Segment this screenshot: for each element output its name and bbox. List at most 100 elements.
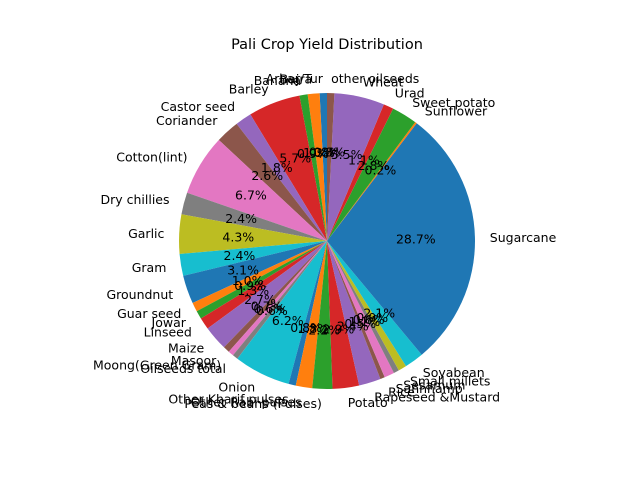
pie-slice [179, 214, 327, 254]
chart-title: Pali Crop Yield Distribution [231, 37, 423, 53]
slice-label: Moong(Green Gram) [93, 357, 221, 372]
slice-label: Urad [395, 85, 425, 100]
slice-percent-label: 1.3% [237, 283, 269, 298]
slice-percent-label: 0.2% [365, 163, 397, 178]
slice-percent-label: 0.9% [234, 278, 266, 293]
pie-slice [327, 241, 385, 380]
slice-label: Other Kharif pulses [168, 392, 288, 407]
slice-percent-label: 2.6% [251, 168, 283, 183]
pie-slice [200, 241, 327, 329]
slice-percent-label: 6.2% [272, 313, 304, 328]
slice-percent-label: 2.8% [358, 158, 390, 173]
slice-percent-label: 28.7% [396, 232, 436, 247]
pie-slice [327, 241, 360, 389]
slice-label: Bajra [280, 71, 313, 86]
pie-slice [327, 93, 384, 241]
slice-percent-label: 0.6% [256, 303, 288, 318]
slice-percent-label: 0.6% [353, 312, 385, 327]
pie-slice [183, 241, 327, 303]
slice-label: Sweet potato [412, 95, 495, 110]
slice-label: Other Rabi pulses [191, 394, 302, 409]
pie-slice [192, 241, 327, 312]
slice-label: other oilseeds [331, 71, 419, 86]
pie-slice [218, 123, 327, 241]
slice-label: Guar seed [117, 306, 181, 321]
slice-percent-label: 0.7% [251, 299, 283, 314]
slice-percent-label: 2.2% [308, 322, 340, 337]
pie-slice [327, 241, 407, 371]
pie-slice [236, 114, 327, 241]
pie-slice [299, 94, 327, 241]
slice-label: Peas & beans (Pulses) [184, 396, 322, 411]
pie-slice [232, 241, 327, 359]
pie-slice [307, 93, 327, 241]
slice-label: Arhar/Tur [266, 71, 324, 86]
slice-label: Garlic [128, 226, 164, 241]
slice-percent-label: 1.3% [303, 145, 335, 160]
slice-label: Dry chillies [100, 192, 169, 207]
slice-label: Sannhamp [396, 381, 463, 396]
slice-percent-label: 2.7% [244, 292, 276, 307]
slice-label: Jowar [151, 315, 187, 330]
slice-percent-label: 1.8% [297, 321, 329, 336]
slice-percent-label: 1.1% [349, 314, 381, 329]
slice-percent-labels: 0.8%1.3%0.9%5.7%1.8%2.6%6.7%2.4%4.3%2.4%… [222, 145, 435, 338]
slice-percent-label: 0.9% [356, 310, 388, 325]
pie-slice [327, 241, 399, 373]
pie-slice [228, 241, 327, 356]
slice-percent-label: 1.1% [348, 153, 380, 168]
slice-label: Groundnut [106, 287, 173, 302]
pie-slice [327, 123, 475, 355]
slice-label: Masoor [171, 353, 217, 368]
pie-slice [327, 104, 394, 241]
slice-label: Coriander [156, 113, 218, 128]
slice-label: Rice [388, 384, 415, 399]
pie-slices [179, 93, 475, 390]
slice-label: Sugarcane [490, 230, 557, 245]
slice-label: Sesamum [403, 377, 465, 392]
pie-slice [312, 241, 333, 390]
slice-percent-label: 1.8% [261, 160, 293, 175]
pie-slice [181, 192, 327, 241]
slice-label: Potato [348, 395, 388, 410]
pie-slice [327, 241, 381, 386]
pie-slice [224, 241, 327, 352]
slice-percent-label: 0.8% [290, 320, 322, 335]
pie-slice [250, 95, 327, 241]
pie-slice [196, 241, 327, 319]
slice-percent-label: 0.8% [313, 145, 345, 160]
pie-slice [327, 108, 416, 241]
slice-percent-label: 2.4% [225, 211, 257, 226]
slice-percent-label: 6.7% [235, 188, 267, 203]
slice-percent-label: 3.1% [227, 263, 259, 278]
slice-label: Onion [218, 380, 255, 395]
pie-slice [327, 93, 335, 241]
slice-label: Sunflower [425, 103, 488, 118]
slice-percent-label: 2.4% [337, 319, 369, 334]
slice-percent-label: 2.4% [224, 248, 256, 263]
slice-label: Gram [132, 260, 167, 275]
slice-percent-label: 2.9% [323, 322, 355, 337]
slice-label: Maize [168, 340, 204, 355]
slice-label: Small millets [410, 374, 490, 389]
slice-label: Wheat [363, 75, 404, 90]
pie-slice [319, 93, 327, 241]
slice-label: Linseed [144, 324, 192, 339]
slice-label: Banana [254, 73, 301, 88]
slice-percent-label: 2.1% [363, 305, 395, 320]
slice-label: Cotton(lint) [116, 150, 187, 165]
slice-percent-label: 4.3% [222, 229, 254, 244]
pie-slice [187, 140, 327, 241]
pie-slice [237, 241, 327, 384]
slice-label: Soyabean [423, 365, 485, 380]
slice-percent-label: 1.0% [232, 273, 264, 288]
slice-label: Barley [229, 82, 270, 97]
slice-label: Castor seed [161, 99, 235, 114]
slice-percent-label: 0.8% [309, 145, 341, 160]
pie-slice [327, 241, 422, 367]
pie-slice [327, 241, 394, 378]
slice-label: Rapeseed &Mustard [374, 389, 500, 404]
pie-slice [207, 241, 327, 348]
